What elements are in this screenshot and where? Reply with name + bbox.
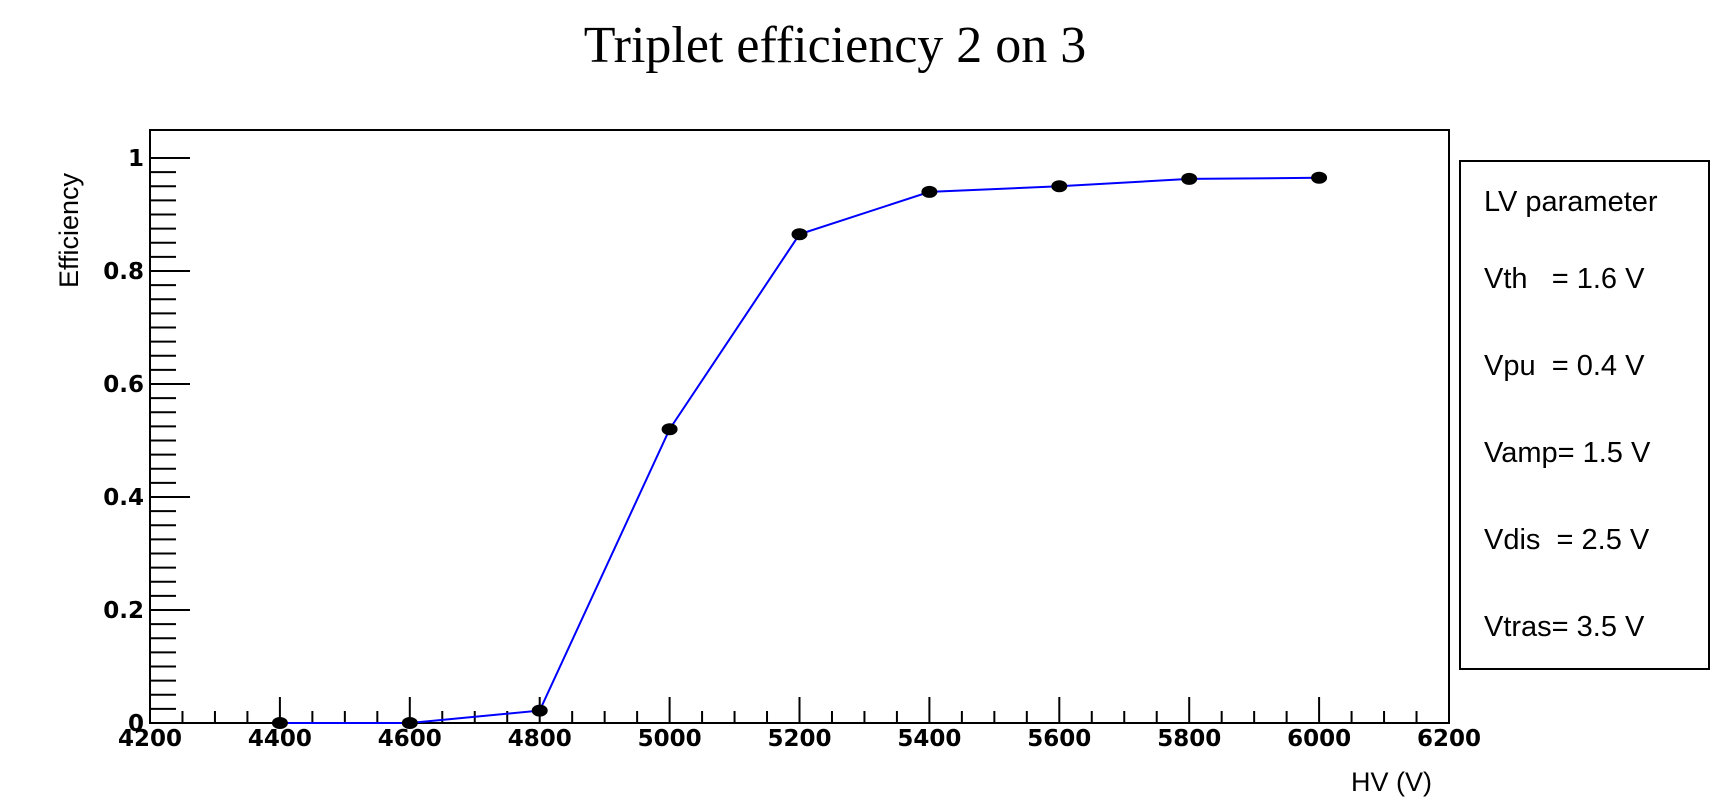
chart-title: Triplet efficiency 2 on 3 xyxy=(583,17,1087,74)
data-point xyxy=(661,423,678,436)
y-axis-ticks: 0 0.2 0.4 0.6 0.8 1 xyxy=(103,146,190,737)
x-tick-label: 5000 xyxy=(638,726,702,752)
plot-frame xyxy=(149,129,1450,724)
y-tick-label: 0.6 xyxy=(103,372,144,398)
data-point xyxy=(1311,171,1328,184)
y-tick-label: 0.8 xyxy=(103,259,144,285)
x-tick-label: 5400 xyxy=(897,726,961,752)
x-tick-label: 4200 xyxy=(118,726,182,752)
data-point xyxy=(401,717,418,729)
data-point xyxy=(1181,172,1198,185)
y-tick-label: 0.4 xyxy=(103,485,144,511)
series-group xyxy=(271,171,1328,729)
data-point xyxy=(791,228,808,241)
lv-param-vtras: Vtras= 3.5 V xyxy=(1484,611,1645,643)
data-point xyxy=(921,185,938,198)
x-axis-title: HV (V) xyxy=(1351,767,1432,797)
x-tick-label: 5600 xyxy=(1027,726,1091,752)
lv-param-vdis: Vdis = 2.5 V xyxy=(1484,524,1650,556)
x-axis-ticks: 4200 4400 4600 4800 5000 5200 5400 5600 5800 6000… xyxy=(118,697,1481,752)
lv-parameter-box: LV parameter Vth = 1.6 V Vpu = 0.4 V Vam… xyxy=(1459,160,1710,670)
data-point xyxy=(1051,180,1068,193)
x-tick-label: 5800 xyxy=(1157,726,1221,752)
y-tick-label: 0 xyxy=(128,711,144,737)
lv-parameter-title: LV parameter xyxy=(1484,186,1658,218)
x-tick-label: 4400 xyxy=(248,726,312,752)
data-point xyxy=(271,717,288,729)
y-axis-title: Efficiency xyxy=(54,172,84,288)
x-tick-label: 6200 xyxy=(1417,726,1481,752)
lv-param-vth: Vth = 1.6 V xyxy=(1484,263,1645,295)
series-line xyxy=(279,176,1320,724)
x-tick-label: 5200 xyxy=(767,726,831,752)
lv-param-vpu: Vpu = 0.4 V xyxy=(1484,350,1645,382)
x-tick-label: 6000 xyxy=(1287,726,1351,752)
x-tick-label: 4600 xyxy=(378,726,442,752)
data-point xyxy=(531,704,548,717)
x-tick-label: 4800 xyxy=(508,726,572,752)
y-tick-label: 0.2 xyxy=(103,598,144,624)
y-tick-label: 1 xyxy=(128,146,144,172)
lv-param-vamp: Vamp= 1.5 V xyxy=(1484,437,1651,469)
